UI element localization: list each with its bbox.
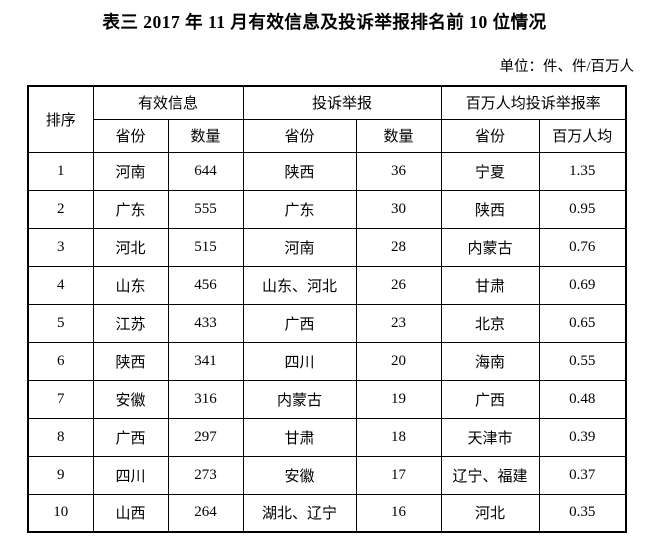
cell-info-count: 515	[167, 227, 244, 267]
cell-complaint-count: 30	[355, 189, 442, 229]
cell-complaint-province: 安徽	[242, 455, 357, 495]
table-row: 2 广东 555 广东 30 陕西 0.95	[27, 189, 627, 229]
cell-info-count: 555	[167, 189, 244, 229]
cell-rank: 4	[27, 265, 94, 305]
table-row: 7 安徽 316 内蒙古 19 广西 0.48	[27, 379, 627, 419]
cell-complaint-count: 20	[355, 341, 442, 381]
cell-rate-province: 河北	[440, 493, 540, 533]
cell-complaint-province: 湖北、辽宁	[242, 493, 357, 533]
col-header-rank: 排序	[27, 85, 94, 153]
col-header-info-province: 省份	[92, 118, 169, 153]
cell-rate-value: 0.37	[538, 455, 627, 495]
cell-rate-province: 甘肃	[440, 265, 540, 305]
cell-rank: 3	[27, 227, 94, 267]
cell-rate-value: 0.69	[538, 265, 627, 305]
cell-rate-value: 0.65	[538, 303, 627, 343]
cell-info-province: 山东	[92, 265, 169, 305]
cell-rate-province: 海南	[440, 341, 540, 381]
unit-note: 单位：件、件/百万人	[499, 59, 634, 75]
cell-rank: 6	[27, 341, 94, 381]
cell-info-province: 陕西	[92, 341, 169, 381]
table-title: 表三 2017 年 11 月有效信息及投诉举报排名前 10 位情况	[102, 12, 547, 32]
cell-complaint-province: 广东	[242, 189, 357, 229]
table-row: 5 江苏 433 广西 23 北京 0.65	[27, 303, 627, 343]
cell-rank: 5	[27, 303, 94, 343]
header-row-groups: 排序 有效信息 投诉举报 百万人均投诉举报率	[27, 85, 627, 153]
table-row: 9 四川 273 安徽 17 辽宁、福建 0.37	[27, 455, 627, 495]
cell-rate-value: 0.76	[538, 227, 627, 267]
cell-rate-province: 辽宁、福建	[440, 455, 540, 495]
col-header-rate-value: 百万人均	[538, 118, 627, 153]
cell-info-province: 安徽	[92, 379, 169, 419]
cell-complaint-province: 四川	[242, 341, 357, 381]
cell-complaint-province: 陕西	[242, 151, 357, 191]
cell-complaint-province: 广西	[242, 303, 357, 343]
cell-info-count: 264	[167, 493, 244, 533]
cell-rate-province: 天津市	[440, 417, 540, 457]
cell-info-province: 广东	[92, 189, 169, 229]
cell-info-count: 341	[167, 341, 244, 381]
cell-complaint-count: 36	[355, 151, 442, 191]
cell-info-count: 316	[167, 379, 244, 419]
ranking-table: 排序 有效信息 投诉举报 百万人均投诉举报率 省份 数量 省份 数量 省份 百万…	[27, 85, 628, 533]
cell-rank: 1	[27, 151, 94, 191]
cell-complaint-count: 16	[355, 493, 442, 533]
cell-rate-province: 内蒙古	[440, 227, 540, 267]
cell-rate-province: 宁夏	[440, 151, 540, 191]
col-header-rate-province: 省份	[440, 118, 540, 153]
col-group-complaints: 投诉举报	[242, 85, 442, 120]
cell-complaint-count: 23	[355, 303, 442, 343]
cell-rank: 2	[27, 189, 94, 229]
col-header-info-count: 数量	[167, 118, 244, 153]
table-row: 6 陕西 341 四川 20 海南 0.55	[27, 341, 627, 381]
cell-info-province: 广西	[92, 417, 169, 457]
cell-rate-value: 1.35	[538, 151, 627, 191]
header-row-sub: 省份 数量 省份 数量 省份 百万人均	[28, 118, 627, 153]
cell-complaint-province: 山东、河北	[242, 265, 357, 305]
table-row: 4 山东 456 山东、河北 26 甘肃 0.69	[27, 265, 627, 305]
cell-complaint-province: 内蒙古	[242, 379, 357, 419]
cell-info-count: 433	[167, 303, 244, 343]
cell-info-count: 644	[167, 151, 244, 191]
cell-rate-province: 广西	[440, 379, 540, 419]
cell-info-province: 四川	[92, 455, 169, 495]
cell-rank: 8	[27, 417, 94, 457]
cell-complaint-count: 28	[355, 227, 442, 267]
cell-rate-value: 0.39	[538, 417, 627, 457]
cell-rate-province: 北京	[440, 303, 540, 343]
table-row: 3 河北 515 河南 28 内蒙古 0.76	[27, 227, 627, 267]
cell-rank: 9	[27, 455, 94, 495]
cell-info-province: 山西	[92, 493, 169, 533]
col-header-complaint-province: 省份	[242, 118, 357, 153]
table-row: 8 广西 297 甘肃 18 天津市 0.39	[27, 417, 627, 457]
cell-info-province: 河北	[92, 227, 169, 267]
cell-rate-value: 0.35	[538, 493, 627, 533]
cell-rank: 7	[27, 379, 94, 419]
cell-rank: 10	[27, 493, 94, 533]
cell-rate-value: 0.48	[538, 379, 627, 419]
col-group-valid-info: 有效信息	[92, 85, 244, 120]
cell-complaint-province: 河南	[242, 227, 357, 267]
cell-info-province: 江苏	[92, 303, 169, 343]
cell-info-count: 273	[167, 455, 244, 495]
cell-info-province: 河南	[92, 151, 169, 191]
cell-rate-value: 0.55	[538, 341, 627, 381]
cell-complaint-count: 19	[355, 379, 442, 419]
cell-info-count: 456	[167, 265, 244, 305]
cell-info-count: 297	[167, 417, 244, 457]
col-group-per-million-rate: 百万人均投诉举报率	[440, 85, 627, 120]
table-row: 1 河南 644 陕西 36 宁夏 1.35	[27, 151, 627, 191]
cell-complaint-count: 18	[355, 417, 442, 457]
cell-complaint-province: 甘肃	[242, 417, 357, 457]
cell-rate-value: 0.95	[538, 189, 627, 229]
cell-rate-province: 陕西	[440, 189, 540, 229]
table-row: 10 山西 264 湖北、辽宁 16 河北 0.35	[27, 493, 627, 533]
cell-complaint-count: 17	[355, 455, 442, 495]
col-header-complaint-count: 数量	[355, 118, 442, 153]
cell-complaint-count: 26	[355, 265, 442, 305]
